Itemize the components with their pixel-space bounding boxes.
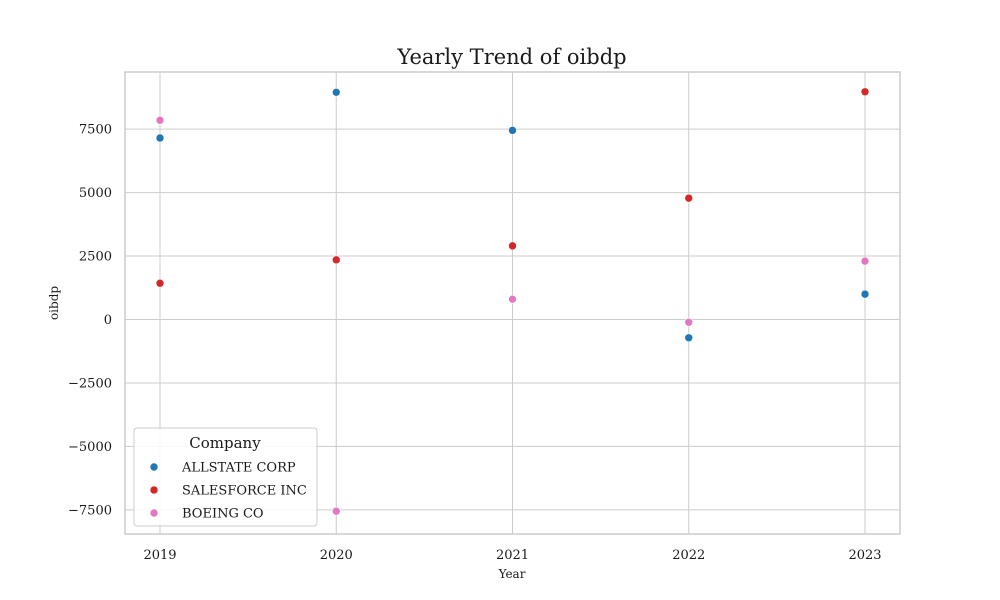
- data-points: [155, 87, 870, 516]
- data-point: [508, 126, 517, 135]
- y-tick-label: −5000: [68, 440, 112, 455]
- data-point: [508, 241, 517, 251]
- legend-label: BOEING CO: [182, 507, 264, 522]
- data-point: [508, 294, 517, 304]
- legend: Company ALLSTATE CORP SALESFORCE INC BOEIN…: [133, 427, 318, 527]
- y-tick-label: 5000: [79, 186, 112, 201]
- data-point: [860, 289, 870, 299]
- data-point: [684, 333, 694, 343]
- y-tick-label: 0: [104, 313, 112, 328]
- data-point: [331, 88, 341, 97]
- x-tick-label: 2021: [496, 548, 529, 563]
- y-tick-label: 2500: [79, 250, 112, 265]
- data-point: [155, 133, 165, 143]
- data-point: [860, 87, 870, 97]
- y-tick-label: −2500: [68, 376, 112, 391]
- y-tick-label: 7500: [79, 123, 112, 138]
- x-axis-label: Year: [498, 567, 526, 581]
- y-axis-label: oibdp: [47, 286, 61, 320]
- data-point: [331, 255, 341, 265]
- legend-label: ALLSTATE CORP: [181, 461, 296, 476]
- tick-labels: 2019 2020 2021 2022 2023 −7500 −5000 −2500 0 2500…: [68, 123, 882, 563]
- data-point: [331, 506, 341, 516]
- chart-title: Yearly Trend of oibdp: [396, 45, 626, 69]
- x-tick-label: 2019: [143, 548, 176, 563]
- plot-frame: [124, 71, 901, 535]
- legend-marker: [149, 462, 159, 472]
- legend-items: ALLSTATE CORP SALESFORCE INC BOEING CO: [149, 461, 307, 522]
- x-tick-label: 2022: [672, 548, 705, 563]
- data-point: [155, 278, 165, 288]
- legend-label: SALESFORCE INC: [182, 484, 307, 499]
- data-point: [684, 193, 694, 203]
- y-tick-label: −7500: [68, 503, 112, 518]
- data-point: [860, 256, 870, 266]
- data-point: [155, 115, 165, 125]
- legend-marker: [149, 485, 159, 495]
- x-tick-label: 2023: [848, 548, 881, 563]
- x-tick-label: 2020: [320, 548, 353, 563]
- legend-title: Company: [189, 434, 261, 452]
- legend-marker: [149, 508, 159, 518]
- legend-box: [133, 427, 318, 527]
- data-point: [684, 317, 694, 327]
